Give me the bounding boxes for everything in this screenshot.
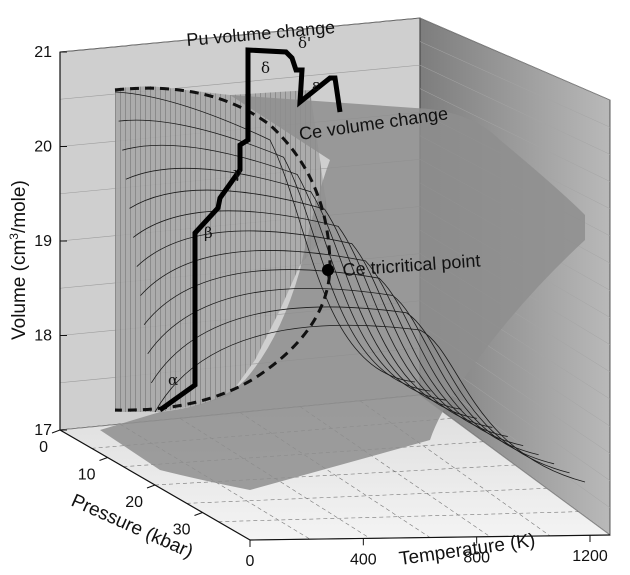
- ce-isotherm-curve: [122, 144, 446, 401]
- back-wall-grid-line: [59, 17, 421, 53]
- right-wall-grid-line: [419, 17, 611, 101]
- ce-surface-body: [100, 95, 585, 490]
- pressure-tick-label: 10: [78, 467, 96, 484]
- ce-isotherm-curve: [129, 189, 477, 419]
- pu-volume-change-path: [158, 47, 343, 413]
- ce-isotherm-curve: [154, 324, 586, 483]
- temperature-axis-ticks: 0 400 800 1200: [246, 535, 608, 570]
- ce-isotherm-curve: [132, 210, 493, 428]
- pressure-tick-mark: [146, 484, 156, 489]
- ce-isotherm-curve: [147, 287, 555, 465]
- pressure-tick-label: 0: [39, 439, 48, 456]
- right-wall-grid-line: [419, 64, 611, 155]
- temperature-tick-label: 800: [463, 550, 490, 567]
- ce-isotherm-curve: [136, 230, 508, 437]
- ce-isotherm-curve: [125, 167, 462, 410]
- pu-phase-alpha-label: α: [168, 371, 178, 389]
- pressure-tick-mark: [99, 457, 108, 461]
- volume-tick-label: 19: [34, 233, 52, 250]
- volume-axis-ticks: 17 18 19 20 21: [34, 44, 67, 439]
- ce-isotherm-curve: [151, 306, 570, 474]
- volume-tick-label: 20: [34, 139, 52, 156]
- ce-isotherm-curve: [140, 250, 524, 447]
- temperature-tick-label: 400: [350, 551, 377, 568]
- pressure-tick-label: 20: [125, 494, 143, 511]
- temperature-tick-label: 0: [246, 553, 255, 570]
- temperature-tick-label: 1200: [572, 548, 608, 565]
- pressure-tick-label: 30: [173, 522, 191, 539]
- pu-phase-delta-label: δ: [261, 59, 270, 77]
- pressure-tick-mark: [194, 512, 203, 516]
- volume-axis-label: Volume (cm3/mole): [7, 180, 30, 340]
- ce-isotherm-curve: [118, 119, 431, 392]
- right-wall-grid-line: [419, 41, 611, 128]
- right-wall-grid-line: [419, 88, 611, 182]
- volume-tick-label: 18: [34, 328, 52, 345]
- ce-isotherm-curve: [114, 91, 416, 383]
- ce-tricritical-point-marker: [322, 264, 334, 276]
- volume-tick-label: 21: [34, 44, 52, 61]
- ce-isotherm-curves: [114, 91, 586, 483]
- pu-phase-beta-label: β: [204, 224, 213, 242]
- volume-axis: 17 18 19 20 21 Volume (cm3/mole): [7, 44, 67, 439]
- pu-phase-epsilon-label: ε: [312, 76, 320, 94]
- pressure-axis-ticks: 0 10 20 30: [39, 429, 203, 539]
- pu-phase-delta-prime-label: δ': [298, 34, 311, 52]
- volume-tick-label: 17: [34, 422, 52, 439]
- pu-phase-gamma-label: γ: [233, 164, 242, 182]
- pressure-tick-mark: [51, 429, 61, 434]
